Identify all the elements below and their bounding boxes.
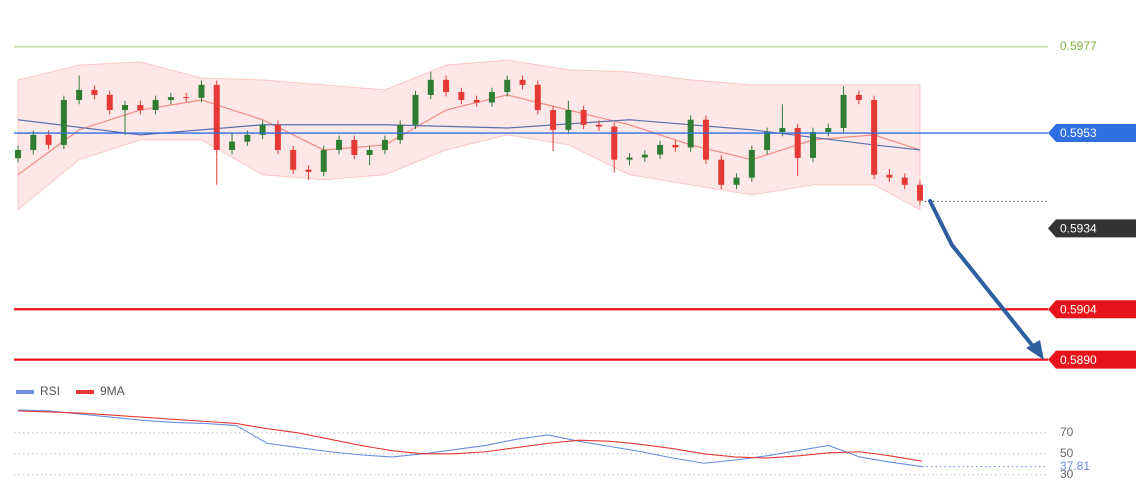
- candle-body: [167, 97, 174, 100]
- candle-body: [779, 128, 786, 132]
- candle-body: [45, 134, 52, 145]
- candle-body: [183, 97, 190, 99]
- rsi-layer: 70 50 30 RSI 37.81 9MA: [14, 384, 1090, 481]
- last-value-label: 37.81: [1060, 459, 1090, 473]
- indicator-line: [17, 409, 923, 468]
- level-label: 0.5904: [1060, 302, 1097, 316]
- candle-body: [611, 126, 618, 160]
- candle-body: [229, 141, 236, 150]
- candle-body: [718, 159, 725, 185]
- candle-body: [626, 157, 633, 160]
- level-label: 0.5890: [1060, 353, 1097, 367]
- candle-body: [443, 79, 450, 93]
- candle-body: [137, 105, 144, 111]
- candle-body: [213, 84, 220, 150]
- candle-body: [15, 149, 21, 159]
- level-box: [1048, 124, 1136, 143]
- candles-layer: [15, 71, 923, 205]
- candle-body: [427, 79, 434, 95]
- current-price-box: [1048, 219, 1136, 238]
- forecast-arrow: [928, 199, 1038, 352]
- legend-label: RSI: [40, 384, 60, 398]
- indicator-line: [17, 410, 923, 462]
- candle-body: [504, 79, 511, 93]
- candle-body: [825, 128, 832, 132]
- y-tick-label: 30: [1060, 467, 1074, 481]
- candle-body: [305, 169, 312, 172]
- candle-body: [702, 119, 709, 160]
- level-label: 0.5977: [1060, 39, 1097, 53]
- candle-body: [748, 149, 755, 178]
- candle-body: [580, 110, 587, 125]
- candle-body: [30, 134, 37, 150]
- candle-body: [351, 139, 358, 155]
- level-label: 0.5953: [1060, 126, 1097, 140]
- candle-body: [198, 84, 205, 98]
- candle-body: [274, 124, 281, 150]
- candle-body: [91, 89, 98, 95]
- candle-body: [412, 94, 419, 125]
- bands-layer: [17, 59, 921, 211]
- candle-body: [901, 177, 908, 185]
- candle-body: [595, 124, 602, 127]
- candle-body: [336, 139, 343, 150]
- y-tick-label: 50: [1060, 446, 1074, 460]
- candle-body: [657, 144, 664, 155]
- candle-body: [381, 139, 388, 150]
- candle-body: [366, 149, 373, 155]
- candle-body: [550, 110, 557, 130]
- candle-body: [672, 144, 679, 148]
- candle-body: [565, 110, 572, 130]
- candle-body: [519, 79, 526, 85]
- candle-body: [122, 105, 129, 111]
- candle-body: [458, 92, 465, 100]
- candle-body: [60, 99, 67, 145]
- candle-body: [871, 99, 878, 175]
- candle-body: [917, 184, 923, 201]
- candle-body: [733, 177, 740, 185]
- level-box: [1048, 350, 1136, 369]
- candle-body: [244, 134, 251, 142]
- level-box: [1048, 300, 1136, 319]
- candle-body: [290, 149, 297, 170]
- candle-body: [397, 124, 404, 140]
- candle-body: [534, 84, 541, 111]
- candle-body: [473, 99, 480, 103]
- candle-body: [641, 154, 648, 158]
- legend-label: 9MA: [100, 384, 125, 398]
- slow-ma: [17, 119, 921, 151]
- current-price-label: 0.5934: [1060, 222, 1097, 236]
- candle-body: [320, 149, 327, 172]
- candle-body: [794, 128, 801, 158]
- forecast-arrow-head: [1026, 340, 1044, 360]
- candle-body: [855, 94, 862, 100]
- candle-body: [106, 94, 113, 111]
- candle-body: [886, 174, 893, 178]
- candle-body: [488, 92, 495, 103]
- levels-layer: 0.5977 0.5953 0.5934 0.5904 0.5890: [14, 39, 1136, 369]
- y-tick-label: 70: [1060, 425, 1074, 439]
- candle-body: [809, 131, 816, 158]
- candle-body: [840, 94, 847, 129]
- candle-body: [76, 89, 83, 100]
- candle-body: [152, 99, 159, 111]
- candle-body: [259, 124, 266, 135]
- bollinger-band: [17, 59, 921, 211]
- candle-body: [764, 131, 771, 150]
